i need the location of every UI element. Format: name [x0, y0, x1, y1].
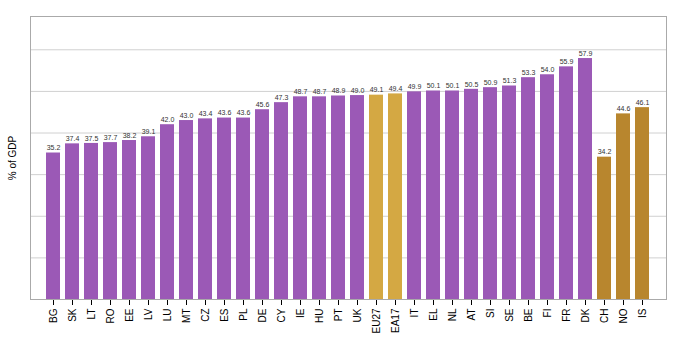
svg-text:MT: MT: [181, 309, 192, 323]
svg-text:43.6: 43.6: [218, 109, 232, 116]
svg-text:IT: IT: [409, 309, 420, 318]
svg-text:49.4: 49.4: [389, 85, 403, 92]
svg-text:PT: PT: [333, 309, 344, 322]
svg-text:49.9: 49.9: [408, 83, 422, 90]
svg-text:EE: EE: [124, 308, 135, 322]
svg-text:39.1: 39.1: [142, 128, 156, 135]
svg-text:50.5: 50.5: [465, 81, 479, 88]
svg-text:RO: RO: [105, 308, 116, 323]
svg-text:AT: AT: [466, 309, 477, 321]
svg-text:37.5: 37.5: [85, 135, 99, 142]
svg-text:LV: LV: [143, 308, 154, 320]
svg-text:34.2: 34.2: [598, 148, 612, 155]
svg-text:ES: ES: [219, 308, 230, 322]
svg-text:49.1: 49.1: [370, 86, 384, 93]
svg-text:55.9: 55.9: [560, 58, 574, 65]
svg-text:DK: DK: [580, 308, 591, 322]
svg-text:FI: FI: [542, 309, 553, 318]
svg-text:38.2: 38.2: [123, 132, 137, 139]
svg-text:51.3: 51.3: [503, 77, 517, 84]
svg-text:BE: BE: [523, 308, 534, 322]
svg-text:42.0: 42.0: [161, 116, 175, 123]
svg-text:IE: IE: [295, 308, 306, 318]
svg-text:SK: SK: [67, 308, 78, 322]
svg-text:HU: HU: [314, 309, 325, 323]
svg-text:45.6: 45.6: [256, 101, 270, 108]
svg-text:NL: NL: [447, 308, 458, 321]
svg-text:57.9: 57.9: [579, 50, 593, 57]
svg-text:UK: UK: [352, 308, 363, 322]
svg-text:SE: SE: [504, 308, 515, 322]
svg-text:EU27: EU27: [371, 308, 382, 333]
svg-text:37.7: 37.7: [104, 134, 118, 141]
svg-text:PL: PL: [238, 308, 249, 321]
svg-text:SI: SI: [485, 309, 496, 318]
svg-text:49.0: 49.0: [351, 87, 365, 94]
svg-text:44.6: 44.6: [617, 105, 631, 112]
svg-text:43.4: 43.4: [199, 110, 213, 117]
svg-text:50.1: 50.1: [427, 82, 441, 89]
svg-text:BG: BG: [48, 308, 59, 323]
svg-text:% of GDP: % of GDP: [7, 135, 18, 180]
svg-text:CZ: CZ: [200, 309, 211, 322]
svg-text:43.6: 43.6: [237, 109, 251, 116]
svg-text:48.7: 48.7: [294, 88, 308, 95]
svg-text:EL: EL: [428, 308, 439, 321]
svg-text:46.1: 46.1: [636, 99, 650, 106]
svg-text:FR: FR: [561, 309, 572, 322]
svg-text:43.0: 43.0: [180, 112, 194, 119]
svg-text:35.2: 35.2: [47, 144, 61, 151]
svg-text:47.3: 47.3: [275, 94, 289, 101]
svg-text:LT: LT: [86, 309, 97, 320]
svg-text:37.4: 37.4: [66, 135, 80, 142]
svg-text:50.1: 50.1: [446, 82, 460, 89]
svg-text:50.9: 50.9: [484, 79, 498, 86]
svg-text:LU: LU: [162, 309, 173, 322]
svg-text:NO: NO: [618, 308, 629, 323]
svg-text:DE: DE: [257, 308, 268, 322]
svg-text:48.7: 48.7: [313, 88, 327, 95]
svg-text:54.0: 54.0: [541, 66, 555, 73]
svg-text:IS: IS: [637, 308, 648, 318]
svg-text:CY: CY: [276, 308, 287, 322]
svg-text:CH: CH: [599, 309, 610, 323]
svg-text:48.9: 48.9: [332, 87, 346, 94]
svg-text:EA17: EA17: [390, 308, 401, 333]
svg-text:53.3: 53.3: [522, 69, 536, 76]
